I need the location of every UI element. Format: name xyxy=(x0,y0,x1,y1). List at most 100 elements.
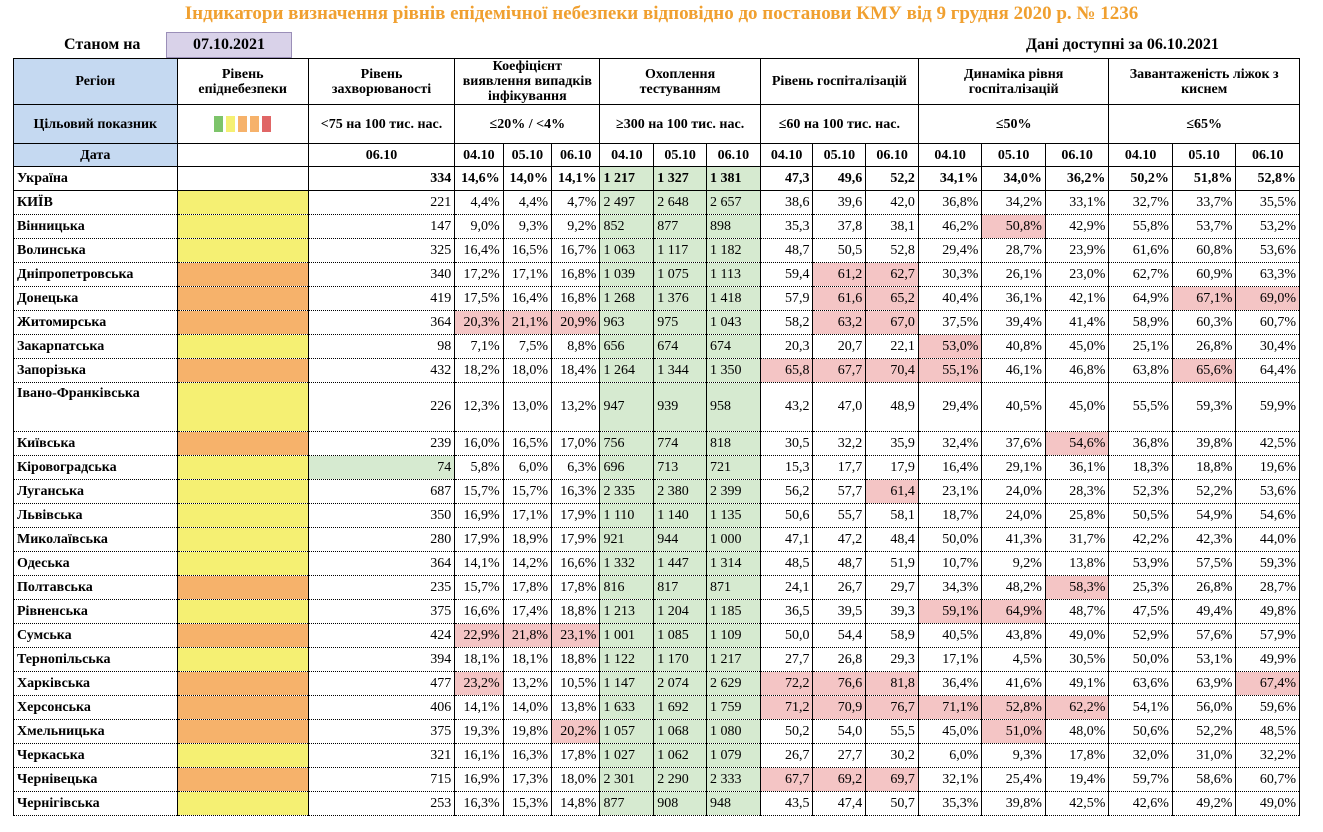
hosp-value: 71,2 xyxy=(759,695,814,720)
level-swatch-0 xyxy=(214,116,224,132)
hosp-dyn-value: 23,0% xyxy=(1044,262,1110,287)
oxygen-value: 19,6% xyxy=(1235,455,1300,480)
level-cell xyxy=(176,791,309,816)
incidence-value: 74 xyxy=(307,455,456,480)
oxygen-value: 44,0% xyxy=(1235,527,1300,552)
hosp-value: 50,2 xyxy=(759,719,814,744)
indicators-table: Регіон Рівень епіднебезпеки Рівень захво… xyxy=(13,58,1300,816)
hosp-value: 58,9 xyxy=(865,623,919,648)
date-oxy-3: 06.10 xyxy=(1235,143,1300,167)
oxygen-value: 53,2% xyxy=(1235,214,1300,239)
level-cell xyxy=(176,575,309,600)
testing-value: 1 217 xyxy=(599,166,655,191)
detection-value: 15,3% xyxy=(502,791,553,816)
incidence-value: 321 xyxy=(307,743,456,768)
testing-value: 1 001 xyxy=(599,623,655,648)
testing-value: 2 497 xyxy=(599,190,655,215)
hosp-value: 69,2 xyxy=(812,767,867,792)
incidence-value: 715 xyxy=(307,767,456,792)
hosp-value: 48,5 xyxy=(759,551,814,576)
hosp-value: 70,4 xyxy=(865,358,919,383)
hosp-value: 22,1 xyxy=(865,334,919,359)
testing-value: 1 039 xyxy=(599,262,655,287)
oxygen-value: 52,2% xyxy=(1171,719,1237,744)
detection-value: 18,1% xyxy=(502,647,553,672)
oxygen-value: 60,8% xyxy=(1171,238,1237,263)
detection-value: 16,5% xyxy=(502,431,553,456)
table-row: КИЇВ 221 4,4% 4,4% 4,7% 2 497 2 648 2 657 38,6 39… xyxy=(13,190,1300,215)
detection-value: 17,5% xyxy=(454,286,504,311)
hosp-value: 30,2 xyxy=(865,743,919,768)
testing-value: 1 447 xyxy=(653,551,707,576)
hosp-dyn-value: 40,5% xyxy=(917,623,983,648)
level-cell xyxy=(176,743,309,768)
date-detection-2: 05.10 xyxy=(502,143,553,167)
oxygen-value: 57,9% xyxy=(1235,623,1300,648)
detection-value: 17,1% xyxy=(502,262,553,287)
oxygen-value: 67,1% xyxy=(1171,286,1237,311)
detection-value: 17,4% xyxy=(502,599,553,624)
oxygen-value: 58,6% xyxy=(1171,767,1237,792)
detection-value: 18,9% xyxy=(502,527,553,552)
incidence-value: 477 xyxy=(307,671,456,696)
hosp-dyn-value: 39,8% xyxy=(981,791,1046,816)
testing-value: 1 110 xyxy=(599,503,655,528)
hosp-dyn-value: 42,9% xyxy=(1044,214,1110,239)
incidence-value: 424 xyxy=(307,623,456,648)
oxygen-value: 42,5% xyxy=(1235,431,1300,456)
hosp-dyn-value: 24,0% xyxy=(981,503,1046,528)
hosp-value: 67,7 xyxy=(812,358,867,383)
hosp-dyn-value: 46,2% xyxy=(917,214,983,239)
hosp-value: 67,0 xyxy=(865,310,919,335)
hosp-value: 58,1 xyxy=(865,503,919,528)
hosp-value: 15,3 xyxy=(759,455,814,480)
level-cell xyxy=(176,382,309,432)
hosp-dyn-value: 28,7% xyxy=(981,238,1046,263)
detection-value: 20,9% xyxy=(551,310,601,335)
hosp-dyn-value: 45,0% xyxy=(1044,382,1110,432)
detection-value: 12,3% xyxy=(454,382,504,432)
testing-value: 2 335 xyxy=(599,479,655,504)
hosp-dyn-value: 37,6% xyxy=(981,431,1046,456)
oxygen-value: 59,9% xyxy=(1235,382,1300,432)
hosp-dyn-value: 48,7% xyxy=(1044,599,1110,624)
oxygen-value: 50,6% xyxy=(1108,719,1173,744)
region-name: Україна xyxy=(13,166,178,191)
hosp-dyn-value: 55,1% xyxy=(917,358,983,383)
date-testing-1: 04.10 xyxy=(599,143,655,167)
hosp-value: 47,2 xyxy=(812,527,867,552)
oxygen-value: 60,3% xyxy=(1171,310,1237,335)
date-incidence: 06.10 xyxy=(307,143,456,167)
testing-value: 877 xyxy=(599,791,655,816)
testing-value: 674 xyxy=(653,334,707,359)
oxygen-value: 35,5% xyxy=(1235,190,1300,215)
hosp-dyn-value: 62,2% xyxy=(1044,695,1110,720)
detection-value: 23,2% xyxy=(454,671,504,696)
hosp-value: 38,1 xyxy=(865,214,919,239)
hosp-dyn-target: ≤50% xyxy=(917,104,1110,144)
testing-value: 2 399 xyxy=(705,479,761,504)
hosp-dyn-value: 10,7% xyxy=(917,551,983,576)
detection-value: 20,3% xyxy=(454,310,504,335)
oxygen-value: 56,0% xyxy=(1171,695,1237,720)
testing-value: 908 xyxy=(653,791,707,816)
testing-value: 1 633 xyxy=(599,695,655,720)
level-cell xyxy=(176,479,309,504)
testing-value: 1 080 xyxy=(705,719,761,744)
detection-value: 5,8% xyxy=(454,455,504,480)
hosp-value: 50,7 xyxy=(865,791,919,816)
date-testing-2: 05.10 xyxy=(653,143,707,167)
hosp-dyn-value: 33,1% xyxy=(1044,190,1110,215)
date-dyn-3: 06.10 xyxy=(1044,143,1110,167)
hosp-dyn-value: 28,3% xyxy=(1044,479,1110,504)
table-row: Тернопільська 394 18,1% 18,1% 18,8% 1 122 1 17… xyxy=(13,647,1300,672)
hosp-dyn-value: 34,1% xyxy=(917,166,983,191)
oxygen-value: 60,7% xyxy=(1235,767,1300,792)
oxygen-value: 42,6% xyxy=(1108,791,1173,816)
region-name: Житомирська xyxy=(13,310,178,335)
testing-value: 2 290 xyxy=(653,767,707,792)
detection-value: 20,2% xyxy=(551,719,601,744)
hosp-value: 61,6 xyxy=(812,286,867,311)
testing-value: 1 113 xyxy=(705,262,761,287)
region-name: Харківська xyxy=(13,671,178,696)
